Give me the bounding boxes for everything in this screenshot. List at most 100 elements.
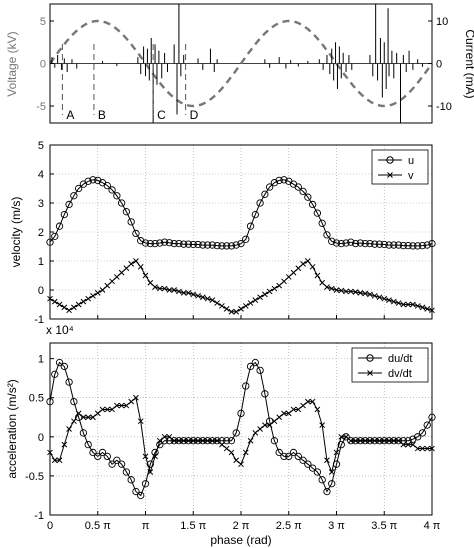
- data-point: [294, 183, 302, 191]
- data-point: [238, 305, 244, 312]
- data-point: [218, 437, 226, 445]
- data-point: [156, 285, 163, 292]
- data-point: [223, 445, 230, 452]
- data-point: [79, 429, 88, 437]
- y-tick-label: -1: [34, 314, 44, 326]
- data-point: [343, 433, 349, 440]
- data-point: [151, 239, 159, 248]
- data-point: [137, 237, 145, 245]
- voltage-tick-label: 0: [40, 59, 46, 71]
- data-point: [276, 282, 283, 289]
- data-point: [362, 290, 369, 297]
- data-point: [352, 289, 359, 295]
- data-point: [280, 452, 288, 461]
- x-tick-label: 4 π: [424, 520, 441, 532]
- data-point: [285, 410, 292, 417]
- data-point: [90, 292, 96, 299]
- data-point: [142, 453, 149, 460]
- data-point: [237, 409, 245, 418]
- data-point: [122, 208, 131, 216]
- data-point: [414, 303, 421, 309]
- data-point: [176, 288, 182, 295]
- data-point: [104, 406, 111, 413]
- legend-marker: [367, 370, 373, 376]
- data-point: [232, 241, 240, 249]
- data-point: [294, 452, 302, 461]
- data-point: [266, 288, 273, 295]
- data-point: [223, 437, 231, 445]
- data-point: [390, 298, 397, 305]
- data-point: [347, 437, 354, 444]
- data-point: [400, 301, 407, 308]
- data-point: [251, 358, 259, 367]
- data-point: [395, 300, 402, 306]
- data-point: [213, 241, 221, 250]
- phase-axis-label: phase (rad): [210, 533, 271, 547]
- data-point: [160, 238, 169, 246]
- data-point: [184, 240, 193, 248]
- data-point: [386, 437, 392, 444]
- data-point: [414, 433, 422, 441]
- data-point: [127, 218, 135, 226]
- data-point: [71, 418, 77, 425]
- data-point: [262, 291, 268, 298]
- data-point: [94, 410, 101, 417]
- data-point: [328, 469, 335, 475]
- data-point: [295, 265, 302, 272]
- data-point: [242, 235, 250, 243]
- current-tick-label: 10: [436, 16, 448, 28]
- y-tick-label: -1: [34, 510, 44, 522]
- series-v: [47, 258, 435, 315]
- data-point: [270, 437, 279, 445]
- data-point: [390, 241, 398, 249]
- data-point: [70, 192, 78, 200]
- data-point: [300, 402, 306, 409]
- data-point: [424, 305, 431, 312]
- data-point: [313, 468, 322, 476]
- data-point: [161, 433, 168, 440]
- data-point: [60, 210, 68, 219]
- y-tick-label: 4: [38, 169, 44, 181]
- data-point: [323, 231, 331, 239]
- current-tick-label: 0: [436, 59, 442, 71]
- data-point: [185, 437, 192, 444]
- data-point: [51, 457, 58, 464]
- data-point: [352, 437, 359, 444]
- data-point: [380, 240, 388, 249]
- data-point: [394, 241, 403, 249]
- data-point: [252, 430, 259, 436]
- data-point: [189, 240, 197, 249]
- data-point: [338, 287, 345, 294]
- data-point: [304, 460, 312, 468]
- data-point: [299, 187, 307, 196]
- data-point: [128, 398, 135, 405]
- data-point: [170, 239, 178, 248]
- data-point: [404, 437, 412, 445]
- data-point: [113, 274, 120, 280]
- data-point: [80, 298, 87, 305]
- data-point: [118, 269, 125, 276]
- data-point: [300, 261, 306, 267]
- current-tick-label: -10: [436, 101, 452, 113]
- data-point: [419, 445, 426, 452]
- series-u: [46, 176, 436, 250]
- data-point: [99, 406, 106, 413]
- data-point: [328, 285, 335, 292]
- data-point: [357, 290, 364, 296]
- data-point: [113, 456, 121, 464]
- data-point: [94, 176, 102, 185]
- data-point: [127, 476, 135, 484]
- data-point: [351, 239, 360, 248]
- data-point: [171, 287, 178, 293]
- data-point: [237, 239, 245, 248]
- data-point: [371, 240, 379, 248]
- data-point: [367, 437, 373, 444]
- data-point: [128, 261, 135, 267]
- data-point: [371, 437, 378, 444]
- data-point: [103, 181, 111, 190]
- data-point: [319, 279, 326, 286]
- data-point: [247, 300, 254, 306]
- data-point: [165, 437, 174, 445]
- data-point: [357, 437, 364, 444]
- data-point: [123, 265, 130, 272]
